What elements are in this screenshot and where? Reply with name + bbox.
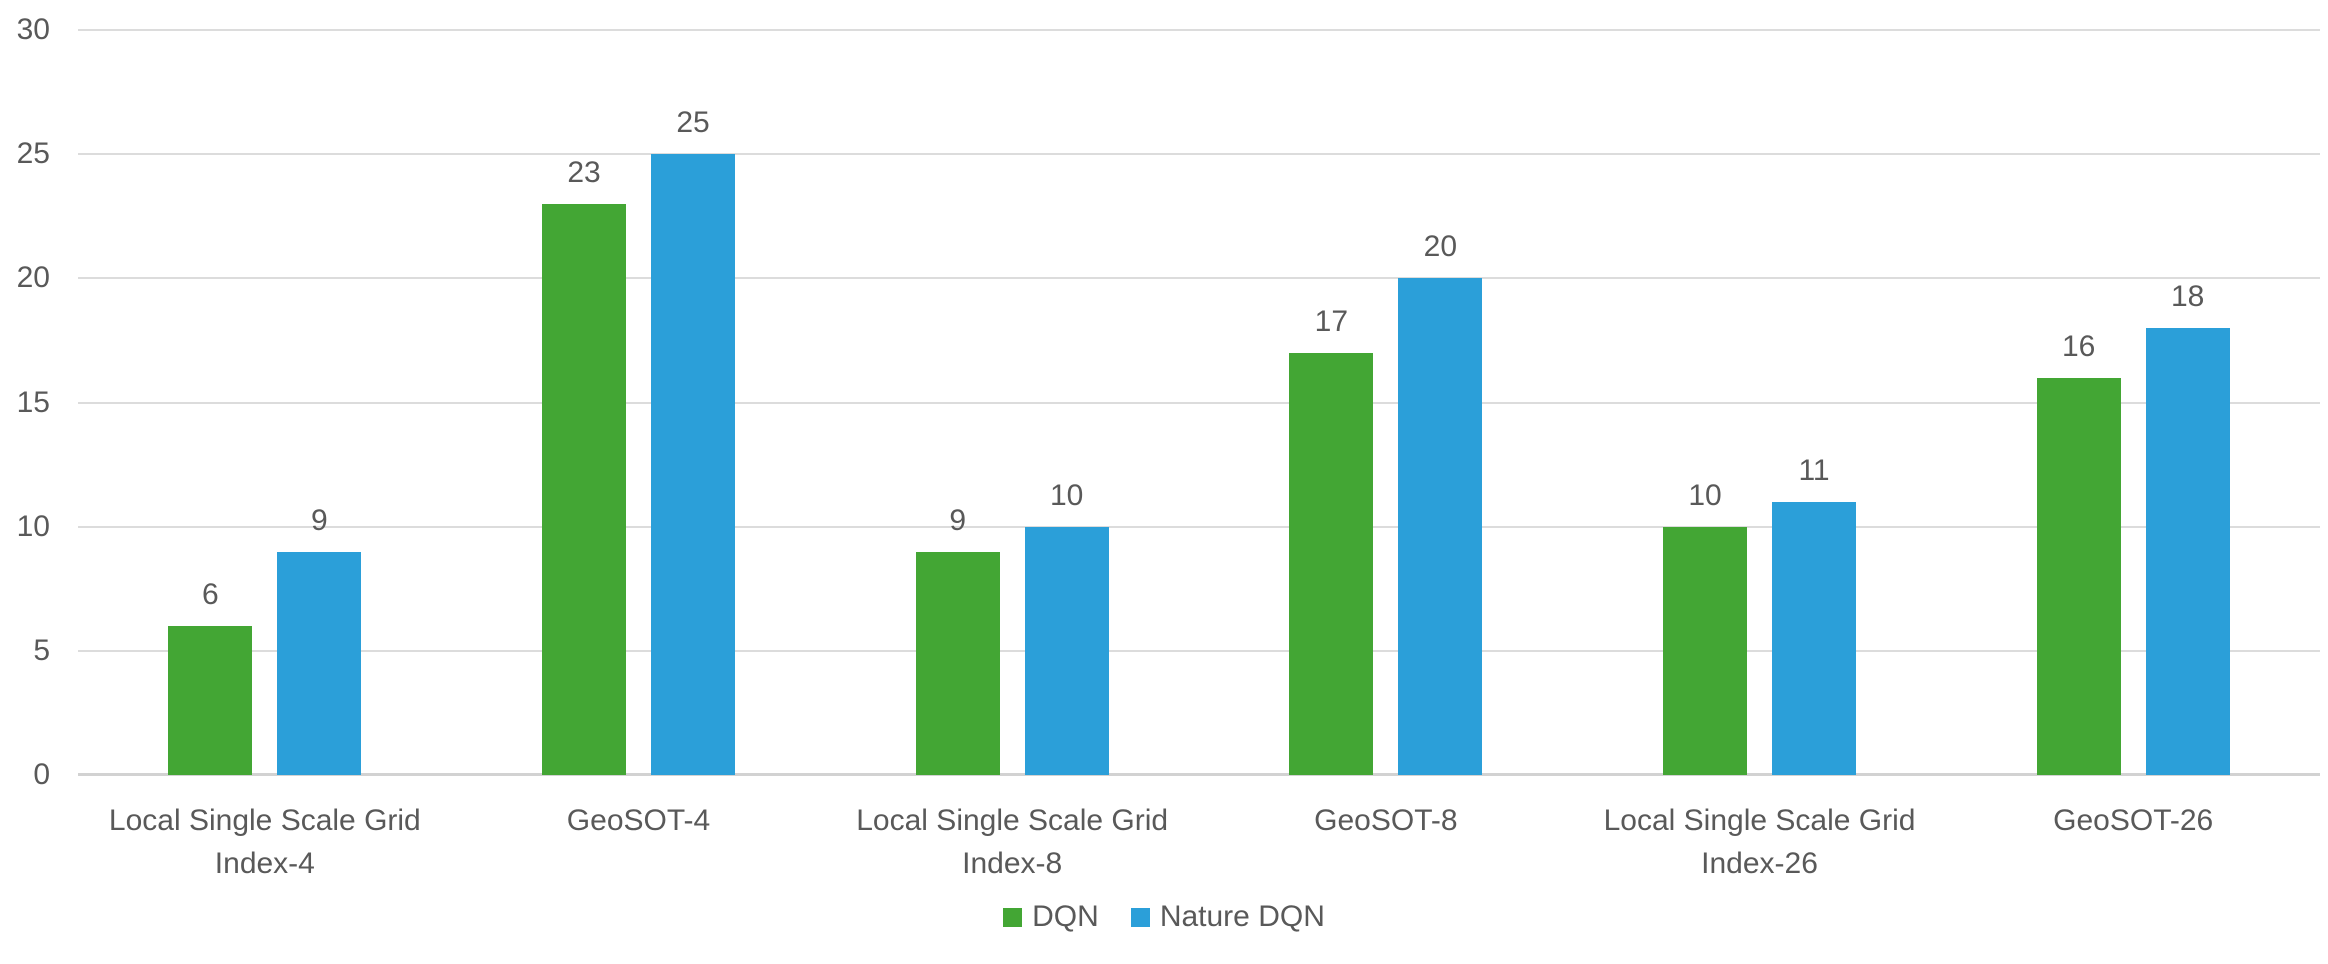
legend-item: DQN xyxy=(1003,900,1099,934)
gridline xyxy=(78,401,2320,404)
gridline xyxy=(78,525,2320,528)
x-axis-line xyxy=(78,773,2320,776)
x-category-label-line: Local Single Scale Grid xyxy=(1603,804,1916,837)
x-category-label-line: GeoSOT-26 xyxy=(2053,804,2214,837)
plot-area: 0 5 10 15 20 25 30 6 9 23 25 9 10 17 20 10 11 16 18 xyxy=(17,15,2320,790)
bars-layer: 6 9 23 25 9 10 17 20 10 11 16 18 xyxy=(78,30,2320,775)
bar-value-label: 18 xyxy=(2171,280,2205,313)
bar-value-label: 25 xyxy=(676,106,710,140)
bar: 20 xyxy=(1398,230,1483,775)
y-tick-label: 20 xyxy=(16,261,50,295)
bar: 10 xyxy=(1024,479,1109,775)
gridline xyxy=(78,277,2320,280)
x-category-label-line: Index-4 xyxy=(214,847,315,880)
y-tick-label: 15 xyxy=(16,385,50,419)
y-tick-label: 5 xyxy=(33,633,50,667)
bar: 11 xyxy=(1772,454,1857,775)
x-category-label: Local Single Scale Grid Index-4 xyxy=(78,799,452,885)
bar-value-label: 23 xyxy=(567,155,601,189)
bar-value-label: 6 xyxy=(201,578,219,611)
x-category-label: Local Single Scale Grid Index-26 xyxy=(1573,799,1947,885)
bar: 9 xyxy=(277,504,362,775)
x-category-label: GeoSOT-26 xyxy=(1946,799,2320,885)
x-category-label-line: Index-26 xyxy=(1701,847,1818,880)
x-category-label-line: Local Single Scale Grid xyxy=(108,804,421,837)
bar: 16 xyxy=(2036,330,2121,775)
bar: 9 xyxy=(915,504,1000,775)
x-category-label: Local Single Scale Grid Index-8 xyxy=(825,799,1199,885)
bar-group: 10 11 xyxy=(1573,30,1947,775)
bar: 23 xyxy=(542,156,626,775)
x-category-label-line: GeoSOT-8 xyxy=(1314,804,1458,837)
bar-value-label: 10 xyxy=(1688,478,1722,512)
bar-value-label: 9 xyxy=(949,503,967,537)
bar: 10 xyxy=(1663,479,1748,775)
x-axis-labels: Local Single Scale Grid Index-4 GeoSOT-4 Lo… xyxy=(78,799,2320,885)
bar-value-label: 20 xyxy=(1423,230,1458,264)
legend-swatch-icon xyxy=(1003,907,1023,927)
x-category-label: GeoSOT-8 xyxy=(1199,799,1573,885)
bar: 17 xyxy=(1289,305,1374,775)
y-tick-label: 10 xyxy=(16,509,50,543)
y-tick-label: 0 xyxy=(33,758,50,791)
legend-label: DQN xyxy=(1032,900,1099,933)
y-tick-label: 30 xyxy=(16,13,50,46)
bar: 25 xyxy=(651,106,735,775)
bar-group: 17 20 xyxy=(1199,30,1573,775)
bar-group: 16 18 xyxy=(1946,30,2320,775)
y-tick-label: 25 xyxy=(16,137,50,171)
gridline xyxy=(78,649,2320,652)
legend-label: Nature DQN xyxy=(1159,900,1325,933)
bar-value-label: 16 xyxy=(2062,329,2096,363)
bar: 6 xyxy=(168,578,253,775)
bar-group: 9 10 xyxy=(825,30,1199,775)
gridline xyxy=(78,153,2320,156)
legend: DQN Nature DQN xyxy=(0,900,2328,934)
legend-item: Nature DQN xyxy=(1130,900,1325,934)
x-category-label-line: Local Single Scale Grid xyxy=(856,804,1169,837)
bar-value-label: 11 xyxy=(1798,453,1830,487)
x-category-label-line: GeoSOT-4 xyxy=(566,804,711,837)
bar-value-label: 9 xyxy=(310,503,328,537)
gridline xyxy=(78,29,2320,31)
bar-value-label: 10 xyxy=(1049,478,1084,512)
x-category-label-line: Index-8 xyxy=(962,847,1063,880)
bar: 18 xyxy=(2145,280,2230,775)
bar-value-label: 17 xyxy=(1314,304,1349,338)
bar-group: 23 25 xyxy=(452,30,826,775)
legend-swatch-icon xyxy=(1130,907,1150,927)
x-category-label: GeoSOT-4 xyxy=(452,799,826,885)
